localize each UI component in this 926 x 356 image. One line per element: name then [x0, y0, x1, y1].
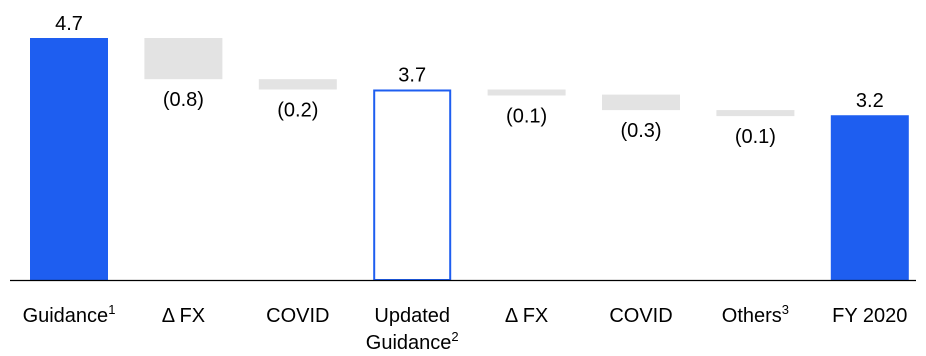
bar-0 [30, 38, 108, 280]
footnote-marker: 1 [108, 302, 115, 317]
value-label-1: (0.8) [163, 89, 204, 111]
category-label-4: Δ FX [505, 305, 548, 327]
category-label-1: Δ FX [162, 305, 205, 327]
category-label-5: COVID [609, 305, 672, 327]
bar-7 [830, 115, 909, 280]
bar-group [30, 38, 909, 281]
category-label-0: Guidance1 [23, 302, 116, 327]
value-label-5: (0.3) [620, 120, 661, 142]
value-label-0: 4.7 [55, 13, 83, 35]
category-label-7: FY 2020 [832, 305, 907, 327]
category-label-3-line2: Guidance2 [366, 329, 459, 354]
footnote-marker: 2 [451, 329, 458, 344]
bar-4 [487, 89, 566, 96]
bar-6 [716, 110, 795, 117]
category-label-2: COVID [266, 305, 329, 327]
value-label-2: (0.2) [277, 99, 318, 121]
bar-1 [144, 38, 223, 80]
footnote-marker: 3 [782, 302, 789, 317]
value-label-3: 3.7 [398, 64, 426, 86]
value-label-6: (0.1) [735, 126, 776, 148]
bar-3 [373, 89, 452, 281]
bar-2 [258, 79, 337, 90]
value-label-7: 3.2 [856, 90, 884, 112]
bar-5 [602, 94, 680, 111]
value-label-4: (0.1) [506, 105, 547, 127]
value-label-group: 4.7 (0.8) (0.2) 3.7 (0.1) (0.3) (0.1) 3.2 [55, 13, 884, 148]
category-label-3: Updated [374, 305, 450, 327]
category-label-6: Others3 [722, 302, 789, 327]
